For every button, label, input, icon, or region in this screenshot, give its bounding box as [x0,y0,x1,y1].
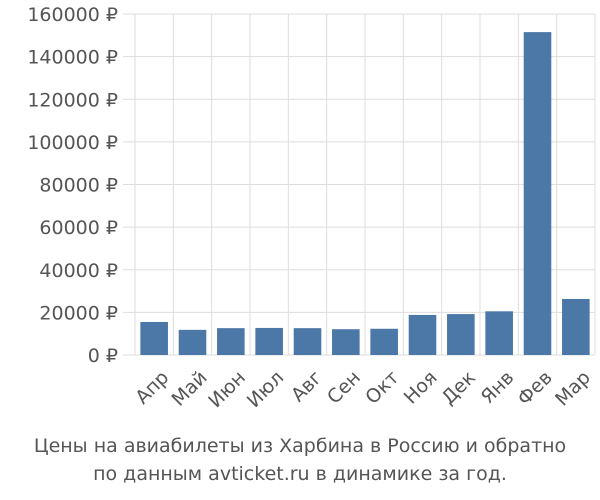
x-tick-label: Июн [204,367,250,413]
y-axis: 0 ₽ 20000 ₽ 40000 ₽ 60000 ₽ 80000 ₽ 100000 ₽ 1… [27,4,118,367]
y-tick-label: 40000 ₽ [39,260,118,282]
y-tick-label: 0 ₽ [88,345,118,367]
bar [140,321,168,355]
x-tick-label: Янв [477,367,519,409]
y-tick-label: 140000 ₽ [27,47,118,69]
y-tick-label: 100000 ₽ [27,132,118,154]
y-tick-label: 120000 ₽ [27,89,118,111]
x-tick-label: Авг [287,367,327,407]
y-tick-label: 160000 ₽ [27,4,118,26]
bar [523,32,552,355]
bar [255,327,283,355]
bar [217,328,245,355]
y-tick-label: 80000 ₽ [39,175,118,197]
y-tick-label: 60000 ₽ [39,217,118,239]
x-tick-label: Дек [438,367,480,409]
x-tick-label: Май [168,367,212,411]
y-tick-label: 20000 ₽ [39,302,118,324]
bar [408,314,437,355]
bar [178,329,207,355]
x-tick-label: Ноя [400,367,442,409]
bar [485,311,513,355]
bar [370,328,398,355]
bar [332,329,360,355]
bar [562,298,590,355]
x-tick-label: Сен [323,367,365,409]
bar [447,314,475,355]
caption-line-1: Цены на авиабилеты из Харбина в Россию и… [33,435,567,457]
x-tick-label: Фев [513,367,556,410]
x-tick-label: Окт [361,367,403,409]
x-tick-label: Апр [131,367,173,409]
bars [140,32,590,355]
bar [293,328,322,355]
caption-line-2: по данным avticket.ru в динамике за год. [93,463,507,485]
x-tick-label: Июл [243,367,289,413]
x-tick-label: Мар [551,367,595,411]
